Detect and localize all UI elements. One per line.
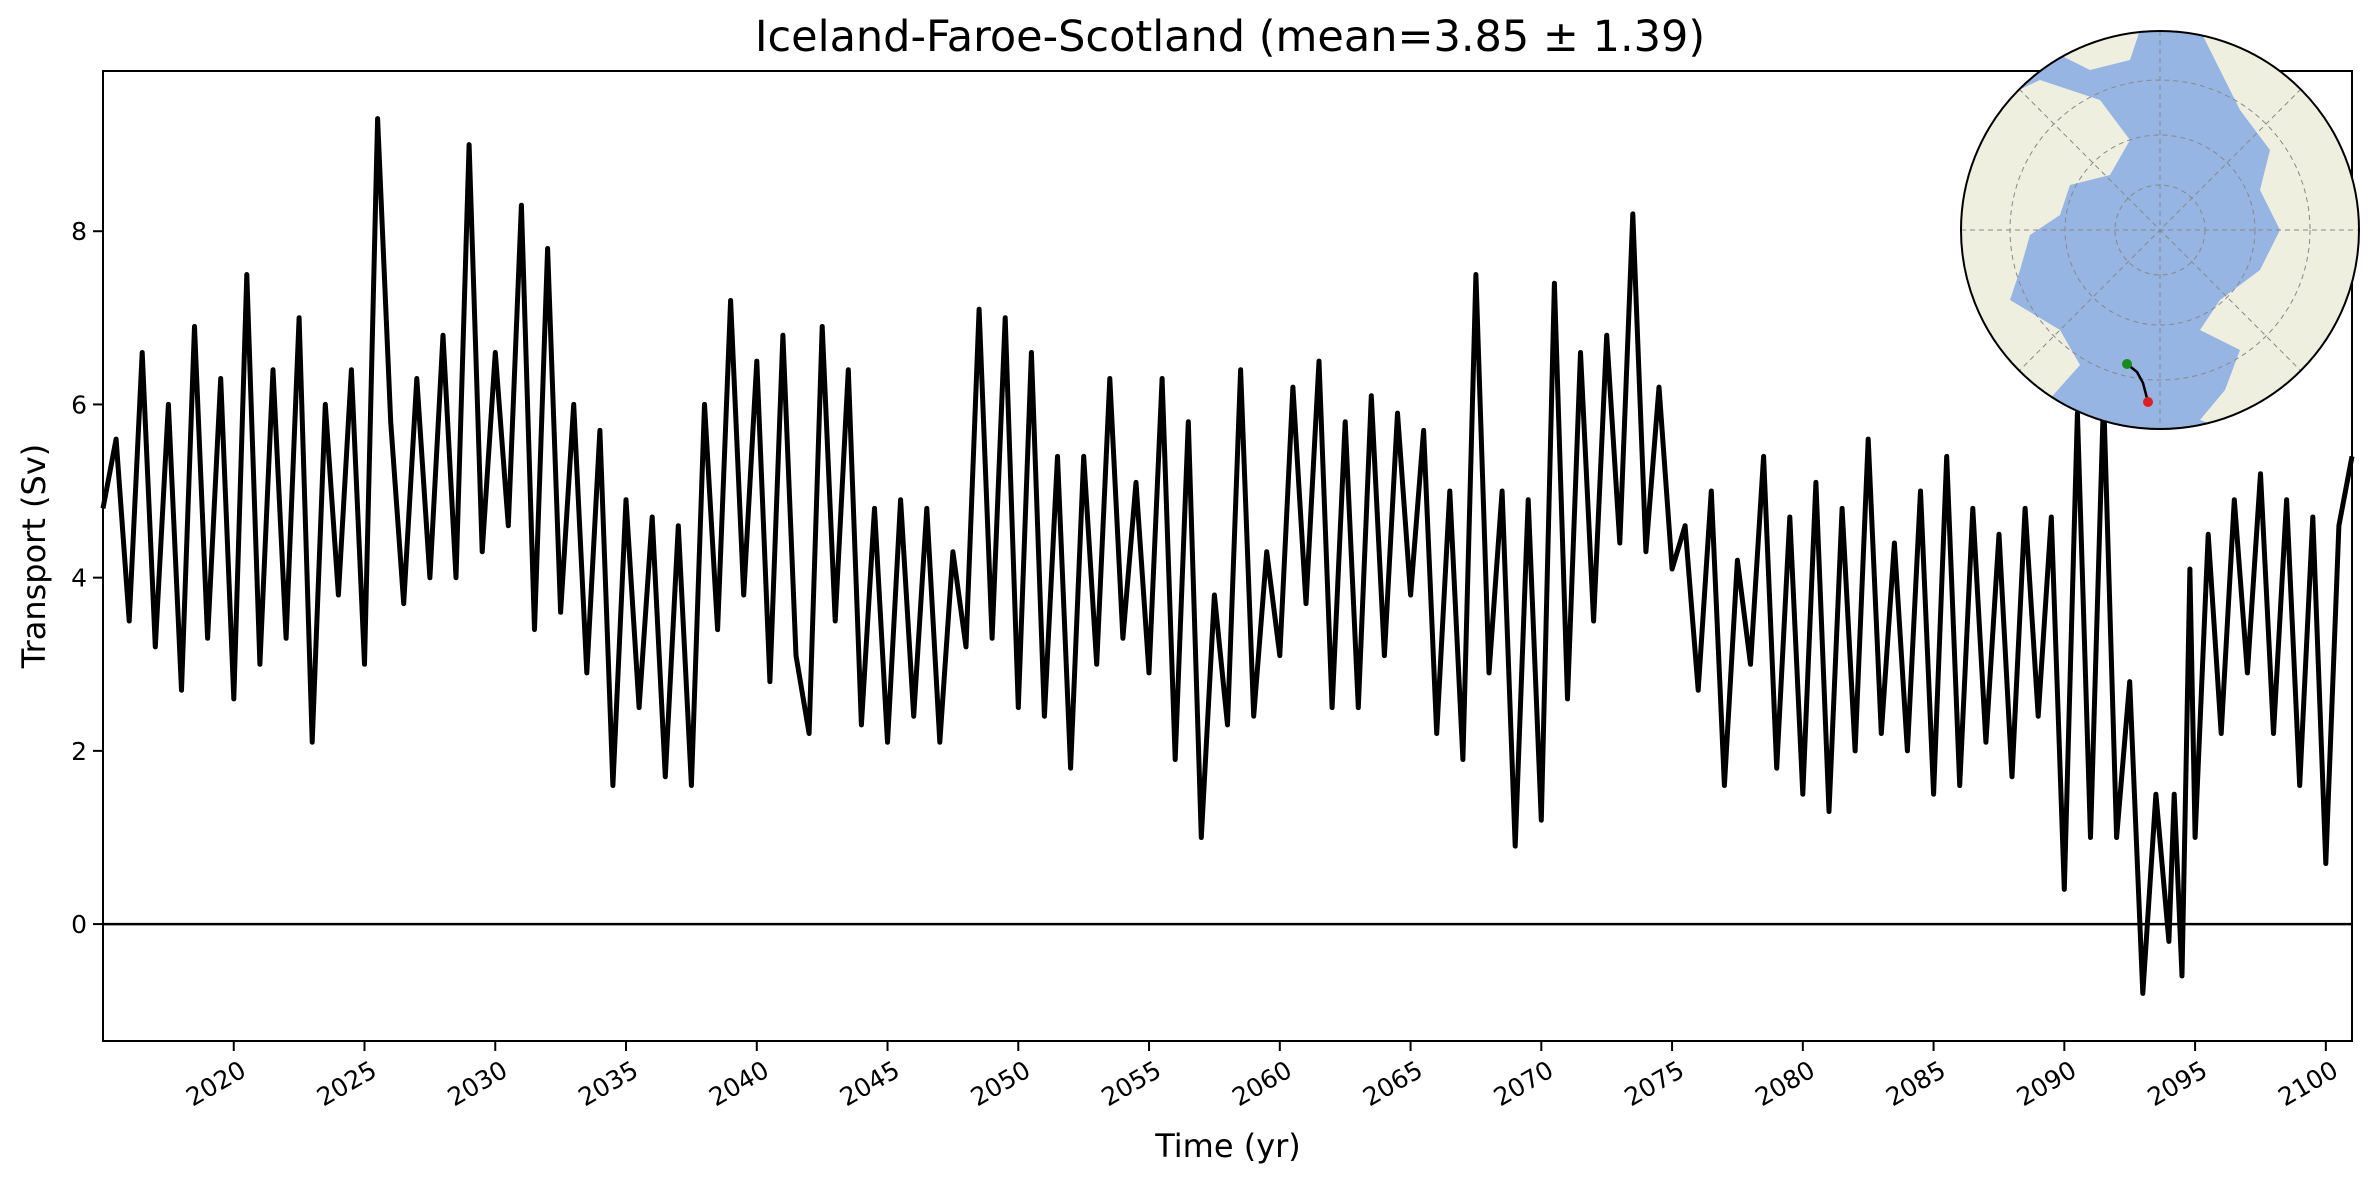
y-tick-label: 6	[71, 390, 87, 419]
map-land-canada	[1961, 80, 2130, 360]
y-tick-label: 2	[71, 737, 87, 766]
x-tick-label: 2035	[573, 1055, 643, 1112]
x-tick-label: 2070	[1489, 1055, 1559, 1112]
y-tick-label: 8	[71, 217, 87, 246]
map-border	[1960, 30, 2360, 430]
x-tick-label: 2065	[1358, 1055, 1428, 1112]
map-section-end-marker	[2143, 397, 2153, 407]
y-axis-ticks: 0 2 4 6 8	[71, 217, 103, 939]
y-tick-label: 0	[71, 910, 87, 939]
x-tick-label: 2090	[2012, 1055, 2082, 1112]
x-tick-label: 2100	[2273, 1055, 2343, 1112]
x-tick-label: 2055	[1096, 1055, 1166, 1112]
x-tick-label: 2020	[181, 1055, 251, 1112]
map-section-line	[2126, 363, 2150, 403]
x-axis-ticks: 2020 2025 2030 2035 2040 2045 2050 2055 2060 2065…	[181, 1041, 2343, 1112]
x-tick-label: 2040	[704, 1055, 774, 1112]
x-tick-label: 2095	[2142, 1055, 2212, 1112]
inset-polar-map	[1960, 30, 2360, 430]
plot-frame	[102, 70, 2353, 1042]
x-axis-label: Time (yr)	[1154, 1127, 1301, 1165]
y-tick-label: 4	[71, 564, 87, 593]
chart-title: Iceland-Faroe-Scotland (mean=3.85 ± 1.39…	[755, 12, 1705, 62]
map-section-start-marker	[2122, 359, 2132, 369]
x-tick-label: 2030	[443, 1055, 513, 1112]
map-land-greenland	[2110, 230, 2150, 300]
x-tick-label: 2045	[835, 1055, 905, 1112]
x-tick-label: 2050	[966, 1055, 1036, 1112]
x-tick-label: 2060	[1227, 1055, 1297, 1112]
x-tick-label: 2025	[312, 1055, 382, 1112]
x-tick-label: 2080	[1750, 1055, 1820, 1112]
x-tick-label: 2075	[1619, 1055, 1689, 1112]
transport-series-line	[100, 116, 2355, 996]
map-grid-meridian	[2018, 88, 2302, 372]
x-tick-label: 2085	[1881, 1055, 1951, 1112]
y-axis-label: Transport (Sv)	[15, 444, 53, 670]
